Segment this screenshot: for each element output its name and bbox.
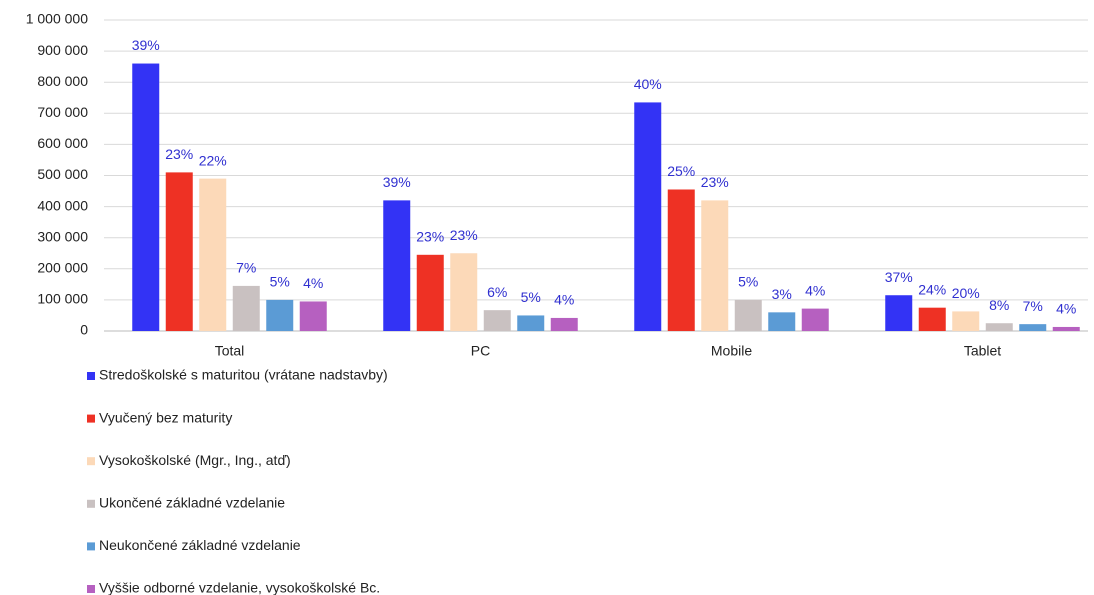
y-tick-label: 700 000 [37,104,88,120]
value-label: 23% [165,146,193,162]
legend-swatch [87,414,95,423]
y-tick-label: 600 000 [37,135,88,151]
value-label: 37% [885,269,913,285]
value-label: 3% [772,286,792,302]
value-label: 8% [989,297,1009,313]
bar [517,315,545,331]
value-label: 7% [236,260,256,276]
x-tick-label: Mobile [711,343,752,359]
legend-label: Vyššie odborné vzdelanie, vysokoškolské … [99,580,380,595]
value-label: 39% [383,174,411,190]
value-label: 23% [450,227,478,243]
bar [634,102,662,331]
value-label: 24% [918,281,946,297]
y-tick-label: 1 000 000 [26,11,88,27]
legend-swatch [87,372,95,380]
bar [734,299,762,331]
y-tick-label: 800 000 [37,73,88,89]
value-label: 25% [667,163,695,179]
bar [132,63,160,331]
legend-label: Vysokoškolské (Mgr., Ing., atď) [99,452,291,468]
bar [199,178,227,331]
x-tick-label: Tablet [964,343,1001,359]
bar [885,295,913,331]
bar [918,307,946,331]
x-tick-label: PC [471,343,490,359]
y-tick-label: 300 000 [37,228,88,244]
value-label: 40% [634,76,662,92]
bar [266,299,294,331]
value-label: 5% [738,274,758,290]
bar [483,310,511,331]
y-tick-label: 200 000 [37,260,88,276]
value-label: 7% [1023,298,1043,314]
value-label: 5% [521,289,541,305]
legend-swatch [87,499,95,508]
legend-swatch [87,542,95,551]
bar [383,200,411,331]
bar [985,323,1013,331]
value-label: 4% [303,275,323,291]
x-tick-label: Total [215,343,245,359]
value-label: 6% [487,284,507,300]
bar [1052,326,1080,331]
y-tick-label: 100 000 [37,291,88,307]
value-label: 22% [199,152,227,168]
bar [701,200,729,331]
value-label: 4% [805,282,825,298]
bar [416,254,444,331]
legend-swatch [87,457,95,466]
bar [667,189,695,331]
legend-label: Ukončené základné vzdelanie [99,495,285,511]
value-label: 4% [554,292,574,308]
value-label: 23% [701,174,729,190]
legend-label: Stredoškolské s maturitou (vrátane nadst… [99,367,388,383]
value-label: 5% [270,274,290,290]
y-tick-label: 900 000 [37,42,88,58]
bar [1019,324,1047,331]
bar [299,301,327,331]
legend-label: Neukončené základné vzdelanie [99,537,301,553]
legend-label: Vyučený bez maturity [99,409,232,425]
y-tick-label: 500 000 [37,166,88,182]
y-tick-label: 400 000 [37,197,88,213]
bar [232,285,260,331]
bar [952,311,980,331]
value-label: 4% [1056,301,1076,317]
legend-swatch [87,585,95,593]
value-label: 23% [416,229,444,245]
value-label: 20% [952,285,980,301]
bar [801,308,829,331]
bar [165,172,193,331]
value-label: 39% [132,37,160,53]
bar [768,312,796,331]
bar [450,253,478,331]
y-tick-label: 0 [80,322,88,338]
bar [550,317,578,331]
